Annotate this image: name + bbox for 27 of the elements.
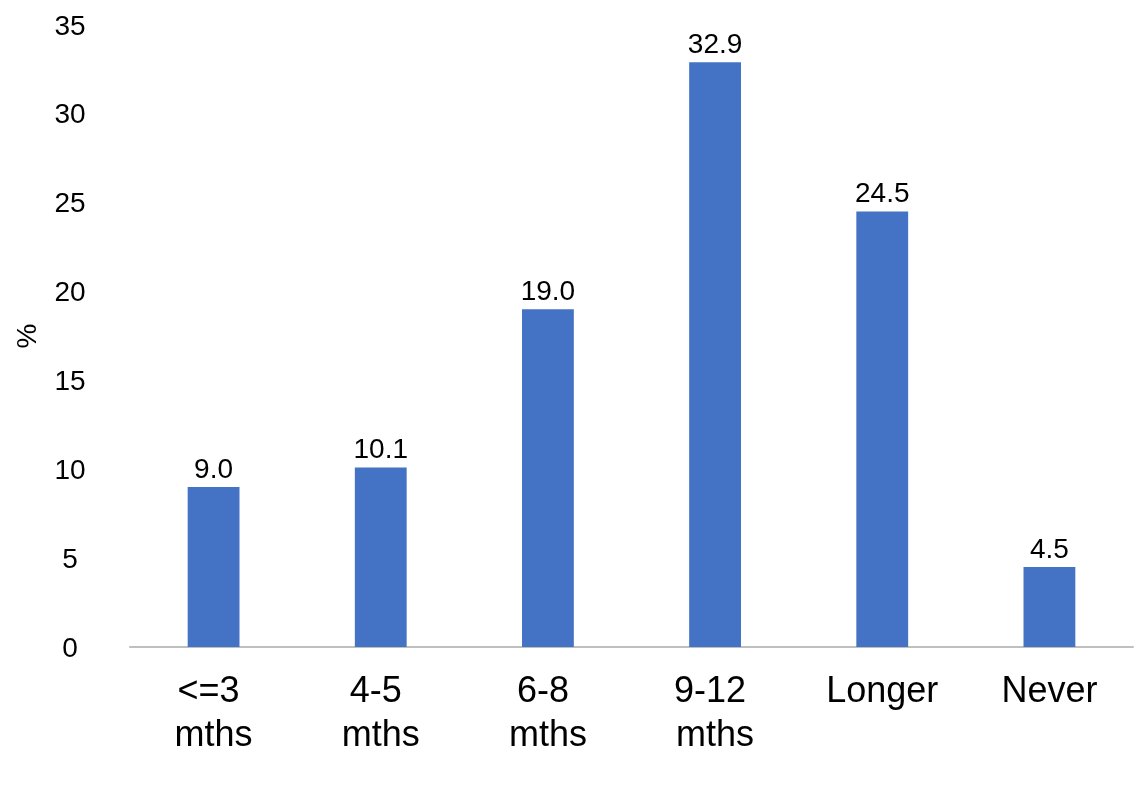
y-tick-label: 30 <box>54 98 86 130</box>
y-axis-title: % <box>10 323 42 349</box>
y-tick-label: 20 <box>54 276 86 308</box>
x-tick-label: 9-12 mths <box>674 668 757 754</box>
data-label: 10.1 <box>353 433 408 465</box>
y-tick-label: 25 <box>54 187 86 219</box>
data-label: 4.5 <box>1029 532 1069 564</box>
x-tick-label: 4-5 mths <box>341 668 420 754</box>
y-tick-label: 0 <box>62 631 78 663</box>
bar <box>856 211 909 647</box>
x-tick-label: 6-8 mths <box>508 668 587 754</box>
data-label: 9.0 <box>194 452 234 484</box>
bar <box>1023 567 1076 647</box>
y-tick-label: 35 <box>54 9 86 41</box>
bar <box>689 62 741 647</box>
data-label: 32.9 <box>687 27 743 59</box>
y-tick-label: 15 <box>54 364 86 396</box>
x-tick-label: Longer <box>826 668 939 710</box>
data-label: 24.5 <box>855 177 910 209</box>
y-tick-label: 5 <box>62 542 78 574</box>
y-tick-label: 10 <box>54 453 86 485</box>
x-tick-label: <=3 mths <box>174 668 253 754</box>
bar <box>187 487 240 647</box>
bar <box>522 309 574 647</box>
x-tick-label: Never <box>1001 668 1098 710</box>
bar <box>354 467 407 647</box>
data-label: 19.0 <box>520 274 576 306</box>
